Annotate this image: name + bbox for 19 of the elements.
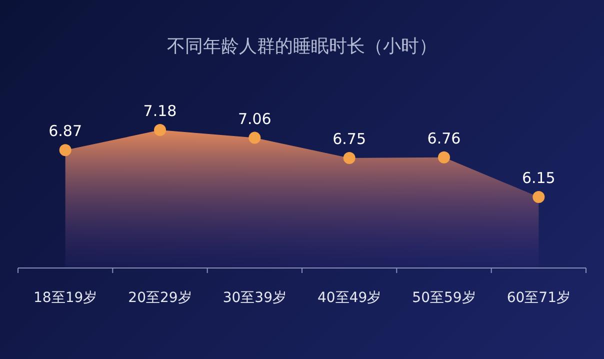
x-tick-label: 30至39岁 <box>222 290 286 306</box>
data-label: 7.06 <box>238 110 272 128</box>
point <box>532 191 545 203</box>
x-tick-label: 50至59岁 <box>412 290 476 306</box>
point <box>343 152 356 164</box>
data-label: 6.76 <box>427 129 461 148</box>
point <box>438 151 450 164</box>
data-label: 6.15 <box>522 169 556 187</box>
x-tick-label: 18至19岁 <box>34 290 98 306</box>
data-label: 6.87 <box>48 122 82 140</box>
point <box>59 144 72 156</box>
point <box>154 124 166 136</box>
chart-title: 不同年龄人群的睡眠时长（小时） <box>167 36 437 57</box>
point <box>248 132 261 144</box>
x-tick-label: 60至71岁 <box>506 290 570 306</box>
data-label: 6.75 <box>332 130 366 148</box>
x-tick-label: 20至29岁 <box>128 290 192 306</box>
x-tick-label: 40至49岁 <box>318 290 382 306</box>
data-label: 7.18 <box>143 102 177 120</box>
